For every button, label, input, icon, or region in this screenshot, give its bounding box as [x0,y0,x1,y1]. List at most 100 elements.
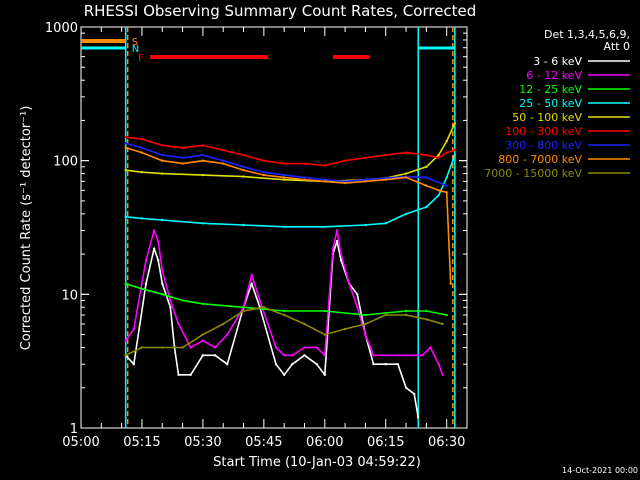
data-point [242,306,245,309]
data-point [262,173,265,177]
data-point [449,282,452,285]
data-point [445,139,448,143]
data-point [404,386,408,389]
data-point [226,363,229,366]
data-point [124,168,127,172]
data-point [222,148,225,152]
legend-label: 12 - 25 keV [519,83,582,96]
data-point [242,223,245,227]
data-point [323,354,326,357]
data-point [274,363,278,366]
data-point [303,354,306,357]
data-point [396,363,400,366]
data-point [343,159,347,162]
data-point [425,309,428,313]
y-tick-label: 1000 [45,21,78,36]
data-point [242,168,245,172]
data-point [404,212,408,216]
data-point [242,175,245,178]
data-point [201,153,205,157]
data-point [140,171,144,174]
data-point [124,146,127,149]
data-point [250,273,253,276]
data-point [262,171,265,174]
data-point [384,178,387,181]
data-point [181,346,184,349]
y-tick-label: 1 [70,422,78,437]
data-point [144,282,148,285]
data-point [161,172,164,175]
legend-label: 6 - 12 keV [526,69,582,82]
data-point [441,373,444,376]
data-point [140,346,144,349]
data-point [323,309,326,313]
data-point [364,180,367,183]
data-point [343,180,347,183]
data-point [425,165,428,168]
data-point [189,373,192,376]
data-point [161,282,164,285]
data-point [283,176,286,179]
data-point [425,318,428,321]
data-point [181,146,184,149]
data-point [437,194,440,197]
data-point [364,322,367,326]
data-point [283,162,286,165]
data-point [404,354,408,357]
data-point [242,165,245,168]
data-point [124,339,127,342]
data-point [213,346,217,349]
data-point [161,153,164,157]
data-point [274,346,278,349]
data-point [364,178,367,181]
data-point [291,354,294,357]
data-point [425,153,428,157]
data-point [339,259,343,262]
data-point [417,416,420,419]
data-point [384,153,387,157]
data-point [453,153,456,157]
data-point [303,176,306,179]
data-point [445,313,448,317]
data-point [226,333,229,336]
y-tick-label: 100 [53,155,78,170]
x-tick-label: 05:45 [245,435,282,450]
data-point [161,159,164,162]
data-point [189,346,192,349]
data-point [262,159,265,162]
data-point [201,222,205,225]
data-point [445,176,448,179]
data-point [323,180,326,183]
data-point [323,373,326,376]
data-point [201,339,205,342]
data-point [384,222,387,225]
footer-date: 14-Oct-2021 00:00 [562,466,638,475]
data-point [425,176,428,179]
legend-label: 300 - 800 keV [505,139,582,152]
data-point [437,153,440,157]
series-line-2 [125,282,447,316]
data-point [437,189,440,192]
data-point [283,313,286,317]
data-point [177,322,180,326]
x-tick-label: 06:30 [428,435,465,450]
legend-label: 50 - 100 keV [512,111,582,124]
x-tick-label: 06:00 [306,435,343,450]
data-point [445,191,448,194]
legend-label: 100 - 300 keV [505,125,582,138]
data-point [323,333,326,336]
data-point [201,333,205,336]
data-point [323,164,326,167]
data-point [152,229,156,232]
data-point [429,346,432,349]
data-point [201,159,205,162]
flag-label-n: N [132,44,139,55]
data-point [258,299,261,302]
data-point [413,392,416,396]
data-point [421,354,424,357]
data-point [222,322,225,326]
data-point [303,162,306,165]
data-point [201,173,205,177]
x-tick-label: 05:00 [62,435,99,450]
